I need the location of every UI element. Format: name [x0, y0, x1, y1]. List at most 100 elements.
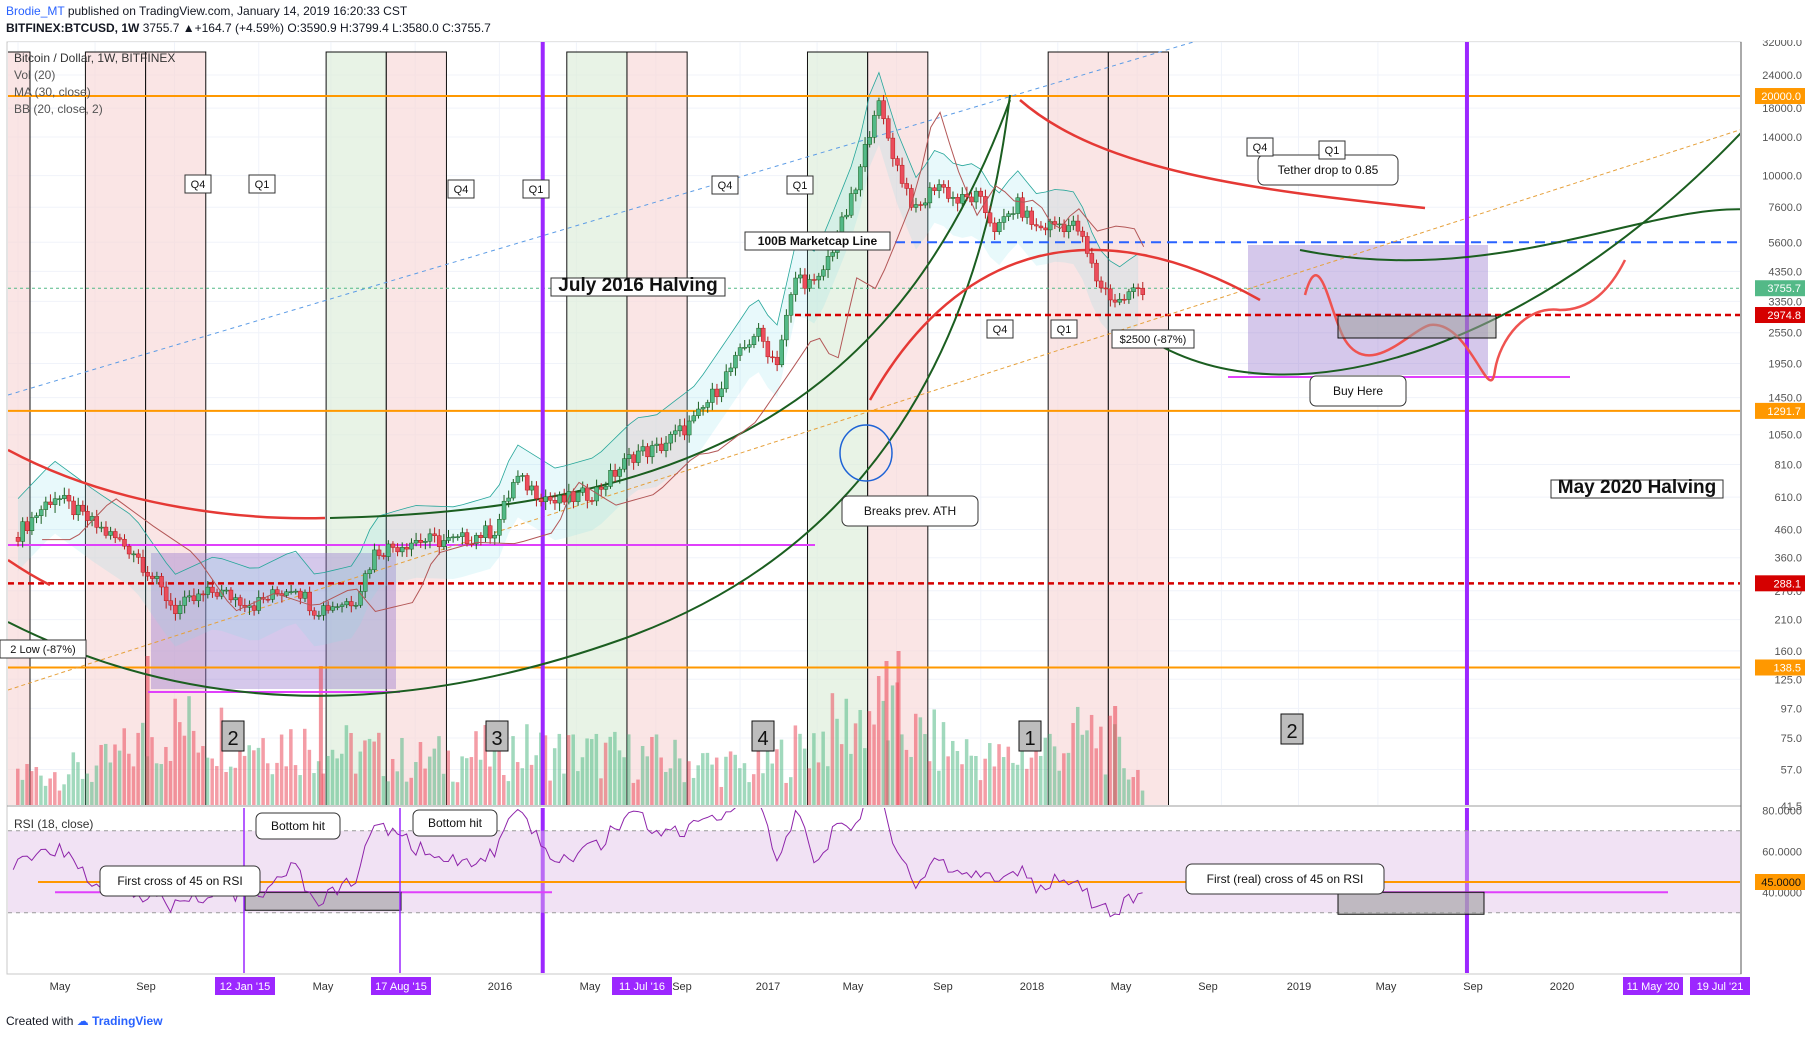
- candle: [636, 450, 641, 463]
- price-tick: 75.0: [1781, 733, 1802, 745]
- candle: [941, 184, 946, 188]
- time-label: 2016: [488, 981, 512, 993]
- candle: [1001, 216, 1007, 223]
- volume-bar: [997, 744, 1001, 805]
- price-label: 2974.8: [1767, 310, 1801, 322]
- volume-bar: [252, 750, 256, 805]
- volume-bar: [821, 731, 825, 805]
- volume-bar: [353, 773, 358, 805]
- price-tick: 125.0: [1774, 674, 1802, 686]
- volume-bar: [386, 781, 390, 805]
- time-label: 2019: [1287, 981, 1311, 993]
- volume-bar: [710, 764, 714, 805]
- candle: [918, 204, 923, 206]
- volume-bar: [62, 784, 66, 805]
- volume-bar: [677, 758, 682, 805]
- candle: [515, 475, 521, 483]
- candle: [122, 538, 127, 547]
- candle: [534, 485, 539, 499]
- volume-bar: [1136, 769, 1140, 805]
- volume-bar: [113, 744, 117, 805]
- volume-bar: [728, 751, 733, 805]
- volume-bar: [349, 733, 353, 805]
- candle: [52, 498, 58, 505]
- candle: [631, 454, 636, 463]
- volume-bar: [594, 733, 599, 805]
- candle: [483, 525, 488, 538]
- candle: [571, 491, 576, 502]
- volume-bar: [90, 781, 94, 805]
- candle: [1140, 288, 1146, 295]
- quarter-box-q1: [385, 51, 447, 805]
- candle: [131, 553, 136, 556]
- price-tick: 1050.0: [1768, 430, 1802, 442]
- candle: [62, 495, 67, 499]
- candle: [233, 597, 238, 601]
- candle: [372, 549, 377, 571]
- candle: [867, 137, 872, 145]
- volume-bar: [395, 771, 400, 805]
- price-label-box: [1755, 402, 1805, 419]
- candle: [57, 498, 62, 500]
- candle: [617, 468, 622, 477]
- volume-bar: [691, 777, 696, 805]
- time-label: 19 Jul '21: [1697, 981, 1744, 993]
- volume-bar: [432, 748, 437, 805]
- author-link[interactable]: Brodie_MT: [6, 4, 65, 18]
- candle: [802, 274, 808, 289]
- volume-bar: [816, 762, 821, 805]
- candle: [756, 327, 761, 337]
- legend-line: Vol (20): [14, 68, 55, 82]
- candle: [538, 498, 544, 502]
- candle: [460, 532, 465, 537]
- cycle-number-box: [1018, 720, 1042, 752]
- volume-bar: [340, 753, 344, 805]
- volume-bar: [53, 772, 57, 805]
- volume-bar: [863, 748, 867, 805]
- candle: [696, 408, 701, 416]
- candle: [645, 446, 650, 458]
- candle: [427, 533, 433, 542]
- may-2020-halving-label: May 2020 Halving: [1558, 477, 1716, 498]
- volume-bar: [256, 747, 261, 805]
- volume-bar: [164, 746, 168, 805]
- quarter-box-edge: [8, 51, 31, 805]
- btc-chart[interactable]: 32000.0 24000.0 18000.0 14000.0 10000.0 7600.…: [0, 40, 1815, 1005]
- price-tick: 360.0: [1774, 553, 1802, 565]
- volume-bar: [451, 781, 455, 805]
- time-label-box: [612, 977, 672, 995]
- candle: [474, 535, 479, 545]
- candle: [145, 572, 150, 577]
- volume-bar: [80, 778, 85, 805]
- candle: [432, 533, 437, 536]
- candle: [881, 100, 886, 119]
- candle: [506, 497, 511, 502]
- volume-bar: [835, 718, 839, 805]
- quarter-box-q4: [566, 51, 628, 805]
- volume-bar: [552, 748, 557, 805]
- quarter-label: Q4: [718, 180, 733, 192]
- candle: [955, 197, 960, 204]
- candle: [895, 158, 900, 166]
- volume-bar: [465, 758, 469, 805]
- candle: [307, 591, 312, 612]
- volume-bar: [48, 778, 52, 805]
- tradingview-logo[interactable]: ☁ TradingView: [77, 1014, 163, 1028]
- candle: [598, 486, 604, 490]
- volume-bar: [529, 764, 534, 805]
- volume-bar: [293, 765, 298, 805]
- candle: [543, 496, 548, 502]
- candle: [585, 487, 590, 501]
- cycle-number: 2: [227, 728, 238, 750]
- volume-bar: [136, 732, 140, 805]
- trend-arc-red: [8, 448, 326, 520]
- volume-bar: [747, 782, 751, 805]
- volume-bar: [318, 666, 323, 805]
- volume-bar: [423, 768, 427, 805]
- candle: [594, 486, 599, 502]
- candle: [821, 269, 826, 277]
- volume-bar: [896, 651, 901, 805]
- volume-bar: [66, 774, 71, 805]
- time-label-box: [1623, 977, 1683, 995]
- time-label: 2018: [1020, 981, 1044, 993]
